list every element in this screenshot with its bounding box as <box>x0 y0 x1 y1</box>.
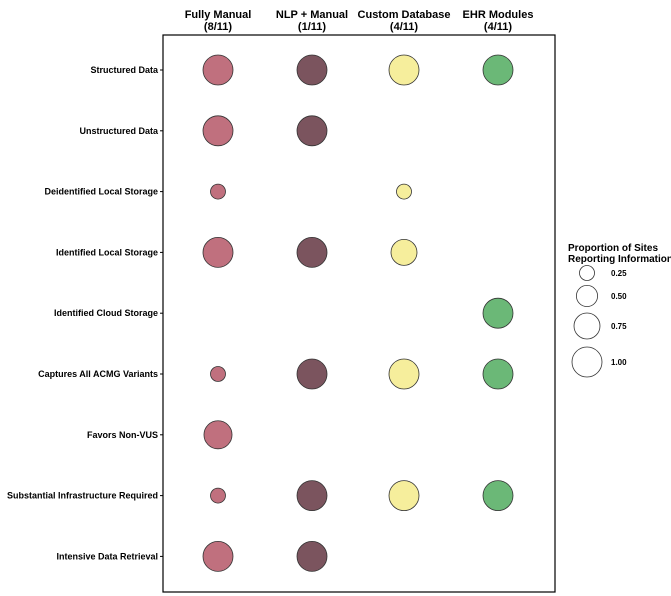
bubble <box>296 358 328 390</box>
legend-label: 1.00 <box>611 358 627 367</box>
bubble <box>482 297 514 329</box>
column-title-ehr-modules: EHR Modules <box>463 9 534 21</box>
legend-title-line2: Reporting Information <box>568 254 671 265</box>
legend-bubble <box>571 346 603 378</box>
row-labels: Structured Data Unstructured Data Deidenti… <box>7 65 163 561</box>
bubble <box>203 420 233 450</box>
row-label: Structured Data <box>90 65 159 75</box>
row-label: Intensive Data Retrieval <box>56 551 158 561</box>
bubbles <box>202 54 514 572</box>
row-label: Favors Non-VUS <box>87 430 158 440</box>
row-label: Captures All ACMG Variants <box>38 369 158 379</box>
bubble <box>388 358 420 390</box>
column-title-custom-database: Custom Database <box>358 9 451 21</box>
bubble <box>482 358 514 390</box>
column-title-fully-manual: Fully Manual <box>185 9 252 21</box>
row-label: Substantial Infrastructure Required <box>7 491 158 501</box>
bubble <box>296 480 328 512</box>
bubble <box>388 480 420 512</box>
bubble <box>202 115 234 147</box>
column-count-custom-database: (4/11) <box>390 21 418 33</box>
bubble <box>296 115 328 147</box>
bubble <box>390 239 418 266</box>
column-count-ehr-modules: (4/11) <box>484 21 512 33</box>
bubble <box>296 541 328 572</box>
legend-label: 0.25 <box>611 269 627 278</box>
legend-label: 0.50 <box>611 292 627 301</box>
bubble <box>388 54 420 86</box>
bubble <box>482 54 514 86</box>
bubble <box>296 236 328 268</box>
legend-bubble <box>575 284 599 308</box>
column-count-nlp-manual: (1/11) <box>298 21 326 33</box>
bubble <box>210 487 226 504</box>
column-titles: Fully Manual(8/11) NLP + Manual(1/11) Cust… <box>185 9 534 33</box>
column-count-fully-manual: (8/11) <box>204 21 232 33</box>
bubble <box>202 236 234 268</box>
bubble <box>202 541 234 572</box>
bubble <box>396 183 412 200</box>
legend-title-line1: Proportion of Sites <box>568 243 658 254</box>
row-label: Identified Cloud Storage <box>54 308 158 318</box>
bubble <box>202 54 234 86</box>
bubble <box>210 183 226 200</box>
bubble <box>482 480 514 512</box>
row-label: Unstructured Data <box>79 126 159 136</box>
legend-label: 0.75 <box>611 322 627 331</box>
column-title-nlp-manual: NLP + Manual <box>276 9 348 21</box>
bubble <box>210 366 226 382</box>
row-label: Identified Local Storage <box>56 247 158 257</box>
bubble <box>296 54 328 86</box>
legend-bubble <box>579 265 595 281</box>
legend-bubble <box>573 312 601 340</box>
row-label: Deidentified Local Storage <box>44 187 158 197</box>
